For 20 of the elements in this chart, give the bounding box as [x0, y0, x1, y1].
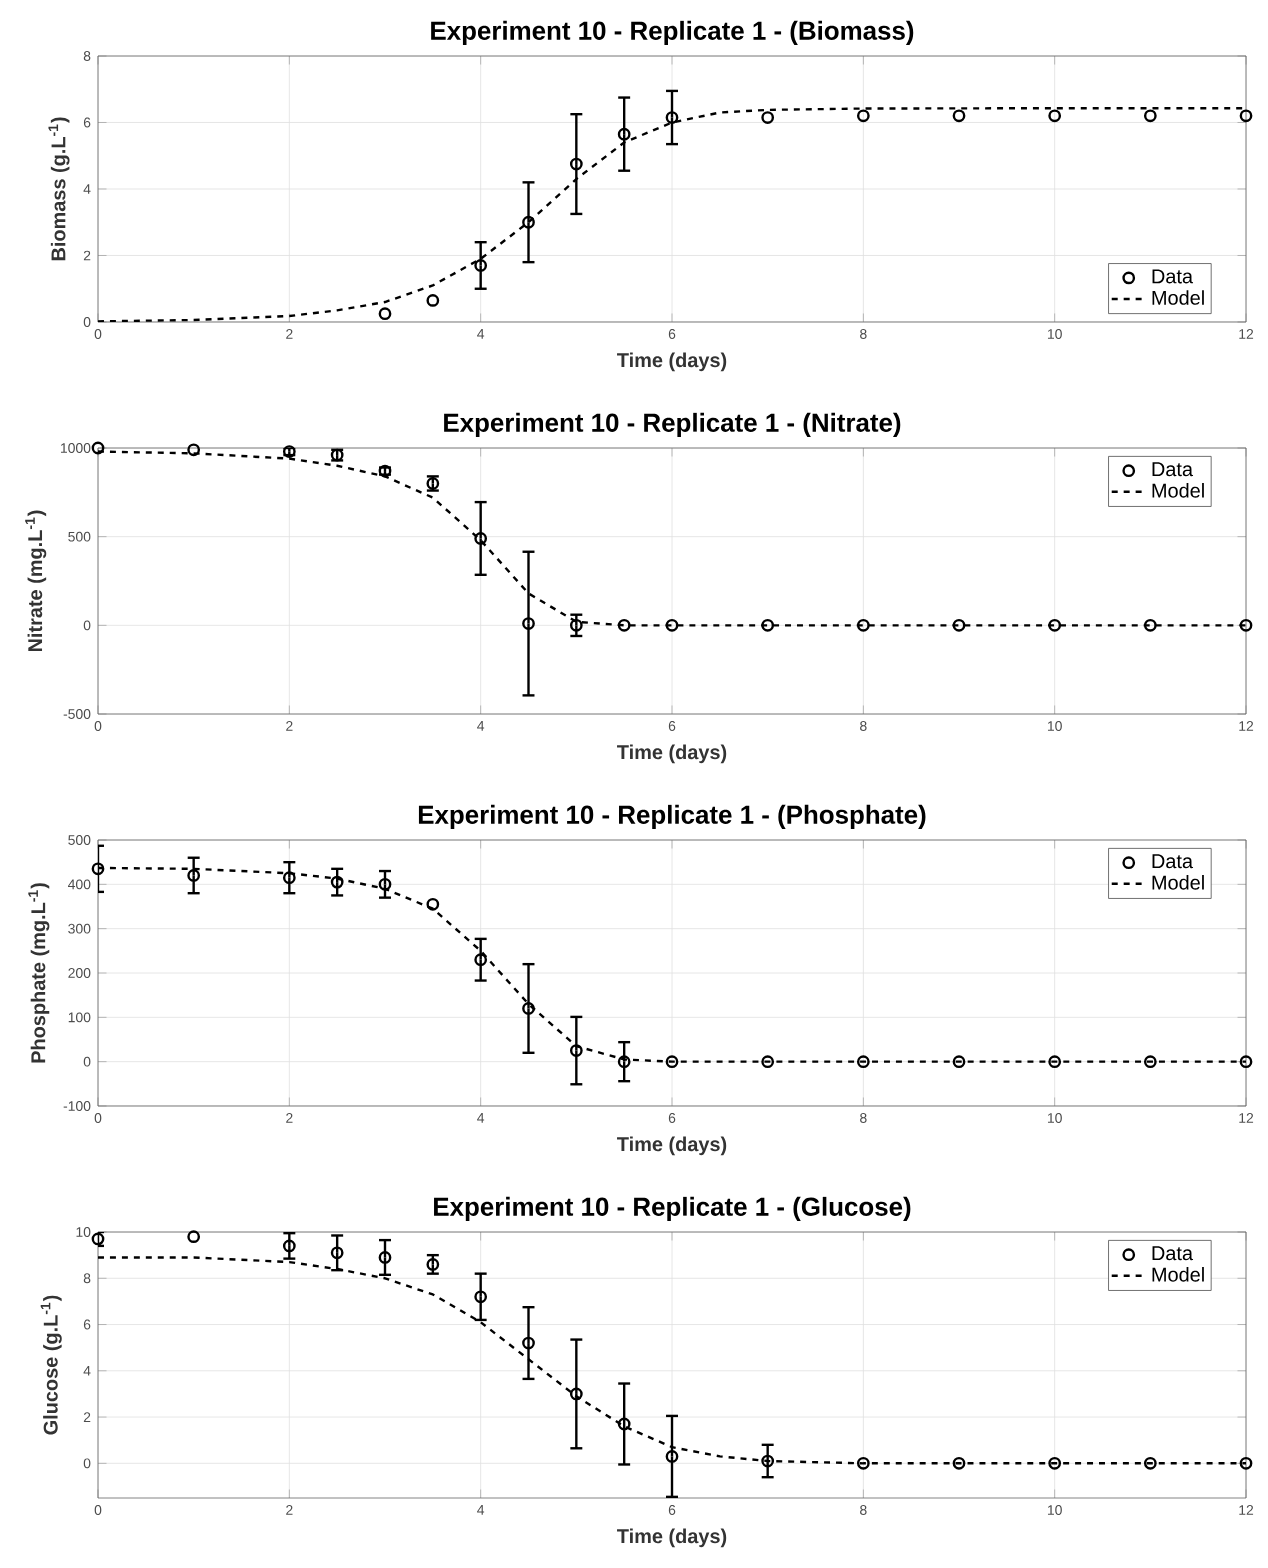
x-axis-title: Time (days)	[617, 744, 727, 764]
legend-label: Data	[1152, 854, 1194, 869]
x-axis-title: Time (days)	[617, 1528, 727, 1548]
chart-title: Experiment 10 - Replicate 1 - (Glucose)	[434, 1196, 911, 1222]
y-axis-title: Biomass (g.L$^{-1}$)	[48, 117, 70, 261]
legend-label: Model	[1152, 290, 1204, 305]
x-axis-title: Time (days)	[617, 1136, 727, 1156]
legend-label: Model	[1152, 875, 1204, 890]
chart-title: Experiment 10 - Replicate 1 - (Phosphate)	[418, 804, 926, 830]
y-axis-title: Phosphate (mg.L$^{-1}$)	[28, 883, 50, 1063]
legend-label: Data	[1152, 462, 1194, 477]
chart-title: Experiment 10 - Replicate 1 - (Nitrate)	[444, 412, 901, 438]
legend-label: Model	[1152, 1267, 1204, 1282]
legend-label: Data	[1152, 269, 1194, 284]
legend-label: Model	[1152, 483, 1204, 498]
y-axis-title: Glucose (g.L$^{-1}$)	[40, 1295, 62, 1435]
y-axis-title: Nitrate (mg.L$^{-1}$)	[25, 510, 47, 652]
chart-title: Experiment 10 - Replicate 1 - (Biomass)	[431, 20, 914, 46]
legend-label: Data	[1152, 1246, 1194, 1261]
x-axis-title: Time (days)	[617, 352, 727, 372]
